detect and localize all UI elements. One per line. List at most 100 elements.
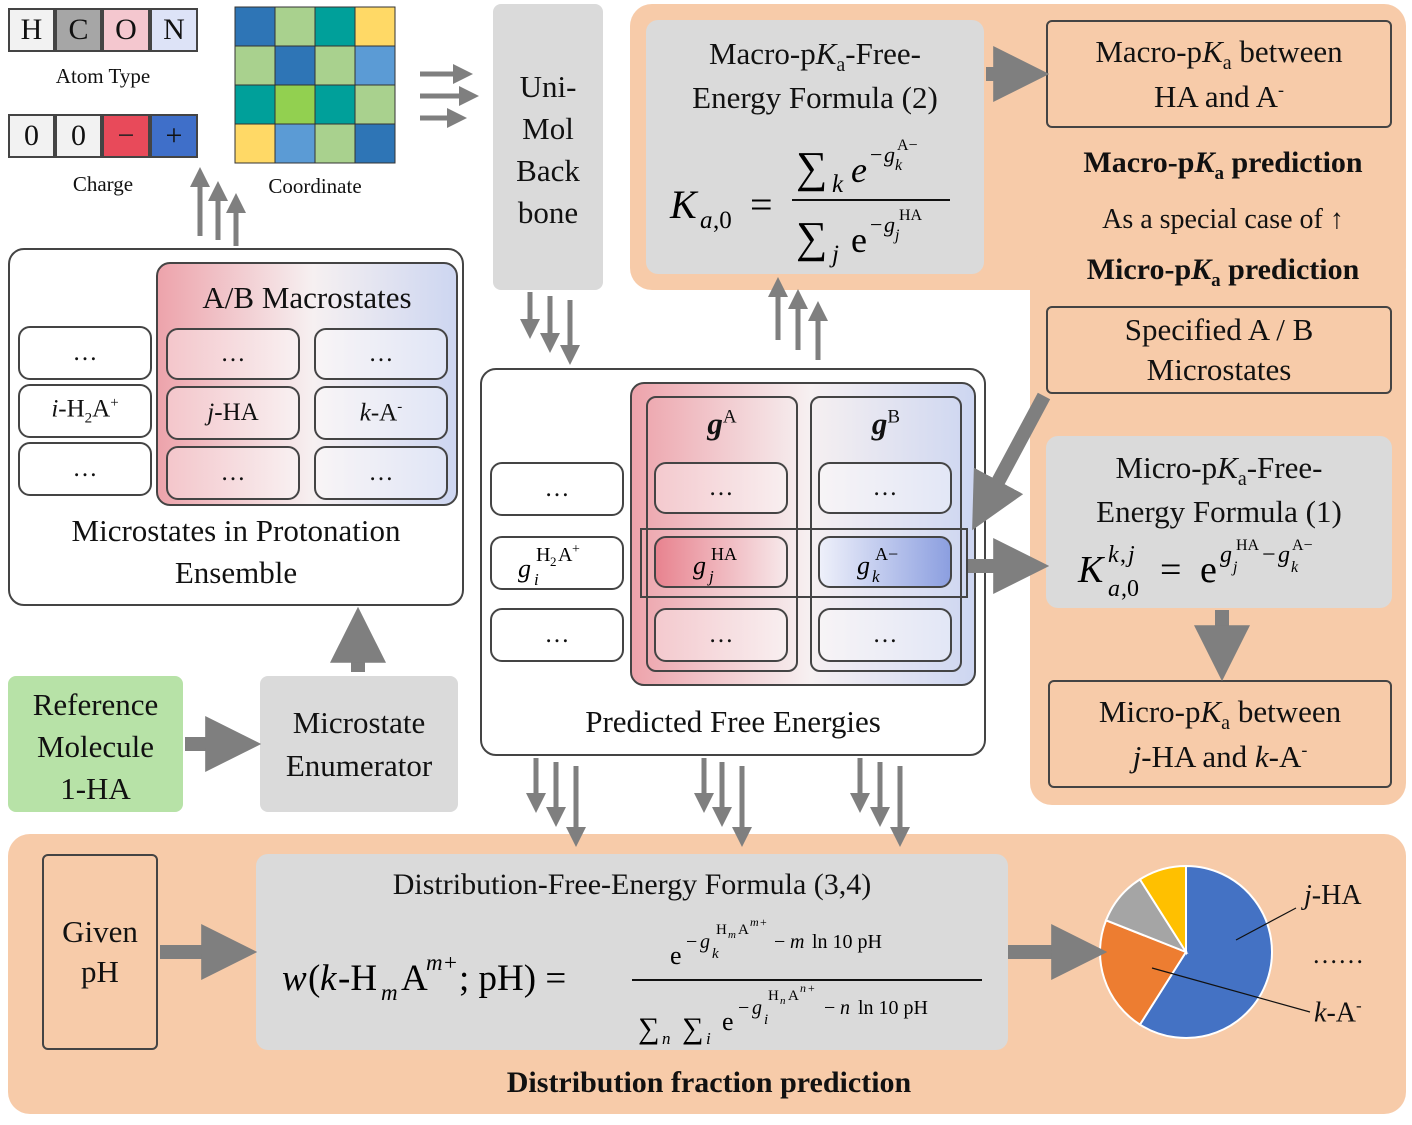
protonation-ensemble-caption: Microstates in Protonation Ensemble [71, 513, 401, 590]
unimol-line1: Uni- [519, 69, 577, 104]
coordinate-cell [274, 45, 316, 86]
atom-type-label: Atom Type [55, 64, 151, 88]
svg-text:j: j [829, 241, 839, 268]
svg-text:a: a [700, 207, 713, 234]
svg-text:g: g [700, 931, 710, 953]
svg-text:(: ( [308, 958, 320, 999]
pie-slice-3 [1138, 864, 1187, 956]
gb-column [810, 396, 962, 672]
g-h2a-top: … [490, 462, 624, 516]
macro-formula-equation: K a ,0 = ∑ k e − g k A− ∑ j e − g j HA [669, 137, 950, 268]
coordinate-cell [314, 84, 356, 125]
svg-text:k: k [872, 567, 880, 586]
svg-text:A: A [558, 544, 573, 566]
microstate-enumerator-box: Microstate Enumerator [260, 676, 458, 812]
svg-text:m: m [426, 950, 443, 975]
macro-formula-box: Macro-pKa-Free- Energy Formula (2) K a ,… [646, 20, 984, 274]
svg-text:−: − [870, 212, 882, 237]
svg-text:n: n [840, 997, 850, 1019]
microstate-k-a: k-A- [314, 386, 448, 440]
svg-text:e: e [722, 1007, 734, 1036]
svg-text:K: K [1077, 549, 1105, 591]
svg-text:∑: ∑ [796, 143, 827, 192]
atom-cell-o: O [102, 8, 150, 52]
svg-text:HA: HA [899, 207, 923, 224]
svg-text:g: g [752, 997, 762, 1019]
macro-pka-result: Macro-pKa between HA and A- [1046, 20, 1392, 128]
svg-text:j: j [707, 567, 714, 586]
coordinate-cell [314, 123, 356, 164]
svg-text:ln 10 pH: ln 10 pH [812, 931, 882, 953]
pie-label-dots: …… [1312, 940, 1364, 969]
ga-cell-top: … [654, 462, 788, 514]
free-energy-region [630, 382, 976, 686]
micro-formula-title: Micro-pKa-Free- Energy Formula (1) [1096, 450, 1342, 530]
svg-text:-H: -H [338, 958, 377, 999]
svg-text:HA: HA [1236, 537, 1260, 554]
svg-text:g: g [1278, 542, 1290, 568]
macrostates-region: A/B Macrostates … … j-HA k-A- … … [156, 262, 458, 506]
svg-text:k: k [320, 958, 337, 999]
macro-cell-b-top: … [314, 328, 448, 380]
svg-text:∑: ∑ [638, 1012, 659, 1045]
coordinate-cell [354, 6, 396, 47]
charge-label: Charge [72, 172, 134, 196]
charge-cell-0b: 0 [55, 114, 102, 158]
g-j-ha-cell: g j HA [654, 536, 788, 588]
coordinate-cell [354, 84, 396, 125]
microstate-i-h2a: i-H2A+ [18, 384, 152, 438]
svg-text:e: e [1200, 549, 1217, 591]
ga-cell-bottom: … [654, 608, 788, 662]
coordinate-cell [234, 6, 276, 47]
macro-pka-prediction-label: Macro-pKa prediction [1083, 146, 1363, 184]
coordinate-cell [354, 45, 396, 86]
given-ph-box: Given pH [42, 854, 158, 1050]
svg-text:ln 10 pH: ln 10 pH [858, 997, 928, 1019]
svg-text:n: n [800, 981, 806, 995]
gb-cell-top: … [818, 462, 952, 514]
coordinate-cell [354, 123, 396, 164]
microstate-h2a-bottom: … [18, 442, 152, 496]
reference-molecule-box: Reference Molecule 1-HA [8, 676, 183, 812]
ga-header: gA [707, 406, 737, 441]
distribution-pie-chart [1099, 864, 1311, 1039]
svg-text:+: + [808, 981, 815, 995]
svg-text:; pH) =: ; pH) = [459, 958, 566, 999]
svg-text:HA: HA [711, 544, 737, 564]
selected-microstate-highlight [640, 528, 968, 598]
coordinate-cell [274, 84, 316, 125]
svg-text:−: − [774, 931, 785, 953]
svg-text:m: m [728, 929, 736, 941]
svg-text:H: H [716, 922, 727, 938]
svg-text:,: , [1120, 542, 1126, 568]
svg-text:j: j [1231, 559, 1238, 576]
svg-text:+: + [760, 915, 767, 929]
atom-cell-h: H [8, 8, 55, 52]
svg-text:m: m [750, 915, 759, 929]
charge-cell-0a: 0 [8, 114, 55, 158]
coordinate-cell [234, 123, 276, 164]
svg-text:−: − [1262, 542, 1276, 568]
coordinate-cell [274, 123, 316, 164]
svg-text:j: j [893, 227, 900, 244]
svg-text:j: j [1125, 542, 1135, 568]
macro-cell-b-bottom: … [314, 446, 448, 500]
svg-text:−: − [738, 997, 749, 1019]
coordinate-cell [234, 45, 276, 86]
protonation-ensemble-box: A/B Macrostates … … j-HA k-A- … … … i-H2… [8, 248, 464, 606]
svg-text:H: H [768, 988, 779, 1004]
svg-text:e: e [851, 150, 867, 190]
distribution-formula-box: Distribution-Free-Energy Formula (3,4) w… [256, 854, 1008, 1050]
svg-text:,0: ,0 [713, 207, 732, 234]
g-k-a-symbol: g k A− [857, 544, 898, 586]
pie-leader-k [1151, 967, 1311, 1013]
predicted-free-energies-box: gA gB … … g j HA g k A− … … … g i H 2 A + … Predi… [480, 368, 986, 756]
svg-text:,0: ,0 [1121, 576, 1139, 602]
svg-text:e: e [670, 941, 682, 970]
svg-text:k: k [1291, 559, 1299, 576]
g-k-a-cell: g k A− [818, 536, 952, 588]
svg-text:k: k [832, 171, 844, 198]
svg-text:A: A [788, 988, 799, 1004]
microstate-j-ha: j-HA [166, 386, 300, 440]
unimol-line4: bone [517, 195, 579, 231]
